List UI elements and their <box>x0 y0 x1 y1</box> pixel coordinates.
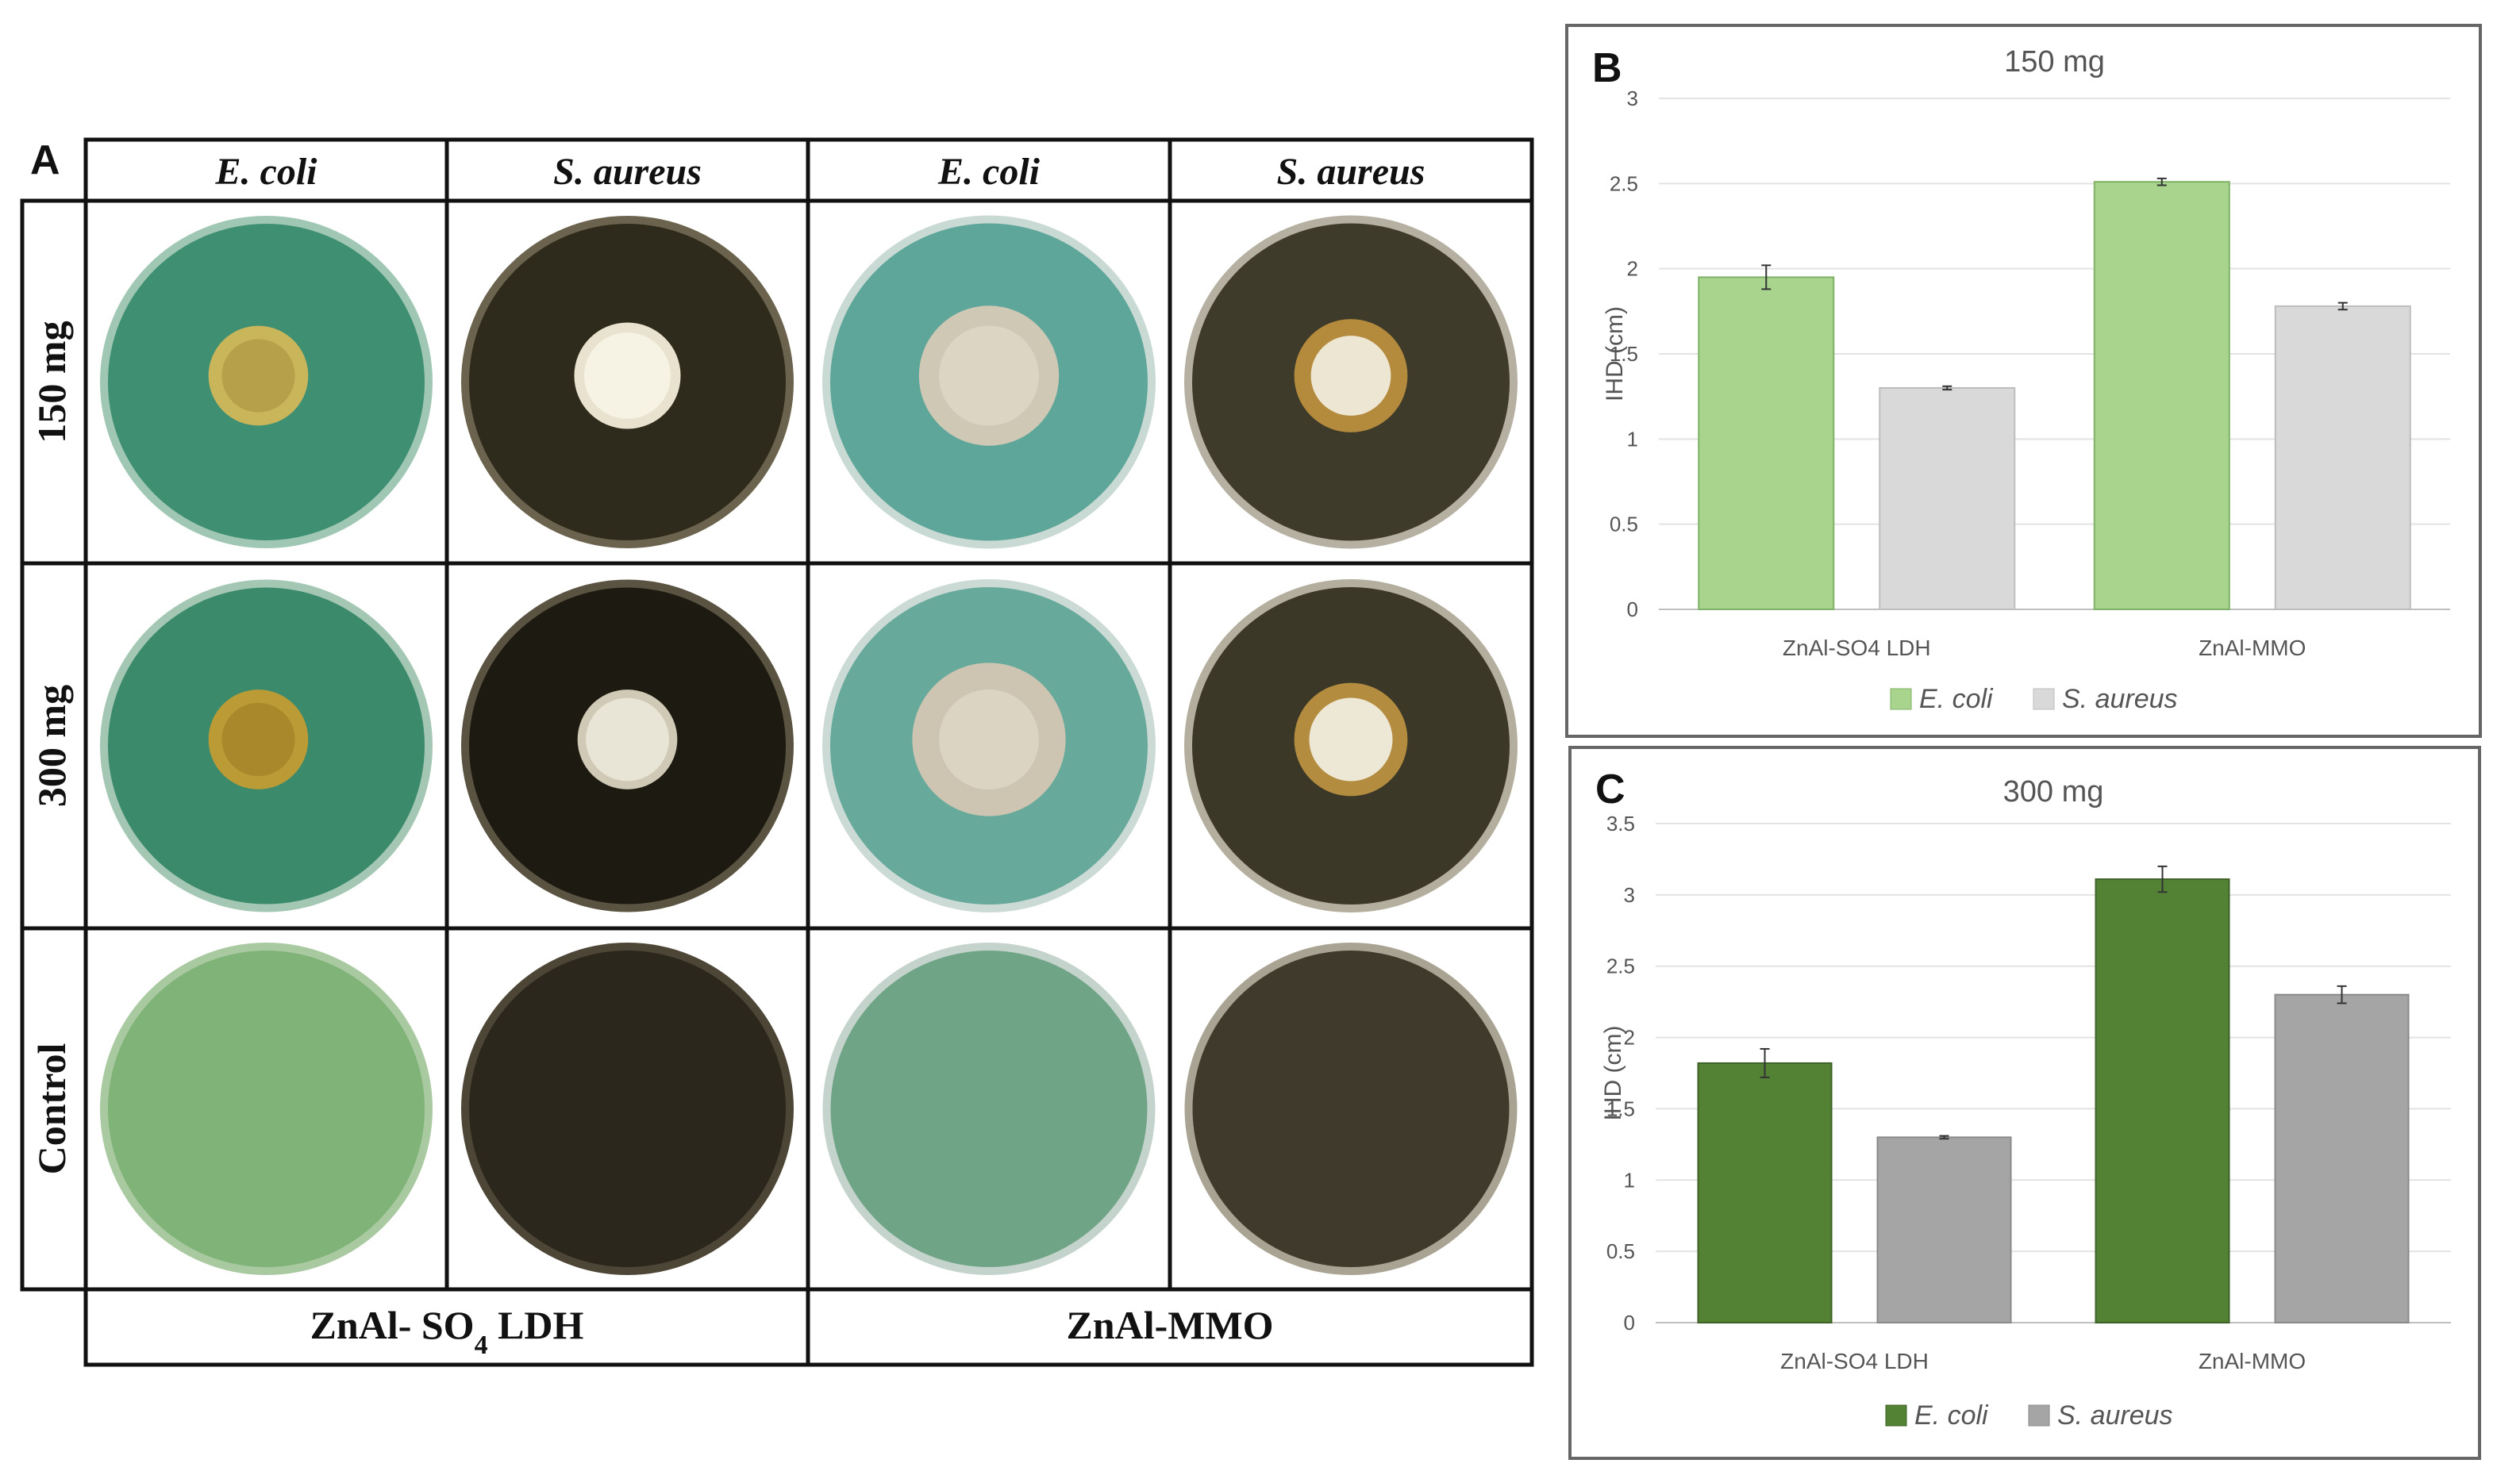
sample-disc <box>939 689 1039 789</box>
y-tick-label: 1 <box>1627 427 1638 451</box>
y-tick-label: 0 <box>1624 1311 1635 1335</box>
row-label: 150 mg <box>29 321 74 443</box>
plate-300-mmo-ecoli <box>822 579 1156 912</box>
bar <box>1879 386 2016 610</box>
material-label: ZnAl- SO4 LDH <box>310 1303 584 1360</box>
header-cell <box>806 137 1172 203</box>
header-cell <box>444 137 810 203</box>
plate-grid: E. coli S. aureus E. coli S. aureus 150 mg 30… <box>20 137 1534 1367</box>
column-header: S. aureus <box>553 151 702 193</box>
column-header: E. coli <box>937 151 1041 193</box>
sample-disc <box>221 702 295 777</box>
plate-agar <box>1192 951 1510 1267</box>
y-axis-label: IHD (cm) <box>1602 306 1628 401</box>
y-tick-label: 2 <box>1624 1026 1635 1050</box>
y-tick-label: 1 <box>1624 1168 1635 1192</box>
panel-a-letter: A <box>30 137 60 183</box>
y-tick-label: 1.5 <box>1610 342 1638 366</box>
plate-150-mmo-saureus <box>1184 215 1518 549</box>
column-header: S. aureus <box>1277 151 1425 193</box>
y-tick-label: 2.5 <box>1610 171 1638 195</box>
panel-c-letter: C <box>1595 766 1625 812</box>
y-tick-label: 3 <box>1624 883 1635 907</box>
legend-label: E. coli <box>1919 684 1994 714</box>
chart-c: 300 mg 0 0.5 1 1.5 2 2.5 3 3.5 IHD (cm) ZnAl-SO4 L… <box>1600 775 2451 1431</box>
sample-disc <box>1309 697 1393 782</box>
legend-swatch <box>2028 1404 2050 1427</box>
material-label-subscript: 4 <box>475 1331 488 1360</box>
footer-cell <box>83 1287 810 1367</box>
bar <box>2274 305 2411 610</box>
row-label: Control <box>29 1043 74 1175</box>
x-tick-label: ZnAl-SO4 LDH <box>1783 636 1931 660</box>
plate-control-mmo-saureus <box>1184 943 1518 1275</box>
footer-cell <box>806 1287 1534 1367</box>
plate-agar <box>108 951 425 1267</box>
plate-150-ldh-saureus <box>461 216 794 548</box>
plate-300-ldh-ecoli <box>100 579 433 912</box>
chart-title: 300 mg <box>2003 775 2104 809</box>
plate-300-ldh-saureus <box>461 579 794 912</box>
y-tick-label: 0.5 <box>1606 1239 1635 1263</box>
plate-control-ldh-saureus <box>461 943 794 1275</box>
bar <box>1698 276 1835 610</box>
plate-control-mmo-ecoli <box>822 943 1156 1275</box>
sample-disc <box>584 332 671 419</box>
plate-agar <box>830 951 1148 1267</box>
legend-label: S. aureus <box>2062 684 2178 714</box>
bar <box>2093 181 2230 611</box>
chart-title: 150 mg <box>2004 45 2105 79</box>
y-tick-label: 2 <box>1627 257 1638 281</box>
sample-disc <box>221 339 295 413</box>
bar <box>2095 878 2230 1324</box>
sample-disc <box>586 697 669 782</box>
y-tick-label: 1.5 <box>1606 1097 1635 1120</box>
material-label-tail: LDH <box>488 1303 584 1347</box>
column-header: E. coli <box>215 151 318 193</box>
legend-swatch <box>1890 688 1912 710</box>
bar <box>1876 1136 2012 1323</box>
y-tick-label: 0.5 <box>1610 513 1638 536</box>
x-tick-label: ZnAl-MMO <box>2199 1349 2306 1373</box>
plate-150-ldh-ecoli <box>100 216 433 548</box>
chart-b: 150 mg 0 0.5 1 1.5 2 2.5 3 IHD (cm) ZnAl-SO4 LDH Z… <box>1602 45 2450 714</box>
material-label: ZnAl-MMO <box>1066 1303 1273 1347</box>
plate-control-ldh-ecoli <box>100 943 433 1275</box>
legend-label: E. coli <box>1914 1400 1989 1431</box>
plate-150-mmo-ecoli <box>822 215 1156 549</box>
legend-swatch <box>1885 1404 1907 1427</box>
plate-300-mmo-saureus <box>1184 579 1518 912</box>
x-tick-label: ZnAl-MMO <box>2199 636 2306 660</box>
material-label-main: ZnAl-MMO <box>1066 1303 1273 1347</box>
x-tick-label: ZnAl-SO4 LDH <box>1780 1349 1929 1373</box>
y-tick-label: 2.5 <box>1606 955 1635 978</box>
y-tick-label: 0 <box>1627 597 1638 621</box>
row-label: 300 mg <box>29 685 74 807</box>
y-tick-label: 3 <box>1627 86 1638 110</box>
legend-swatch <box>2033 688 2055 710</box>
header-cell <box>83 137 449 203</box>
bar <box>1697 1062 1833 1323</box>
y-tick-label: 3.5 <box>1606 812 1635 835</box>
material-label-main: ZnAl- SO <box>310 1303 475 1347</box>
plate-agar <box>469 951 786 1267</box>
sample-disc <box>1310 336 1391 416</box>
panel-b-letter: B <box>1592 45 1622 91</box>
legend-label: S. aureus <box>2057 1400 2173 1431</box>
sample-disc <box>939 325 1039 426</box>
y-axis-label: IHD (cm) <box>1600 1026 1626 1121</box>
bar <box>2274 993 2410 1323</box>
row-label-cell <box>20 926 88 1292</box>
